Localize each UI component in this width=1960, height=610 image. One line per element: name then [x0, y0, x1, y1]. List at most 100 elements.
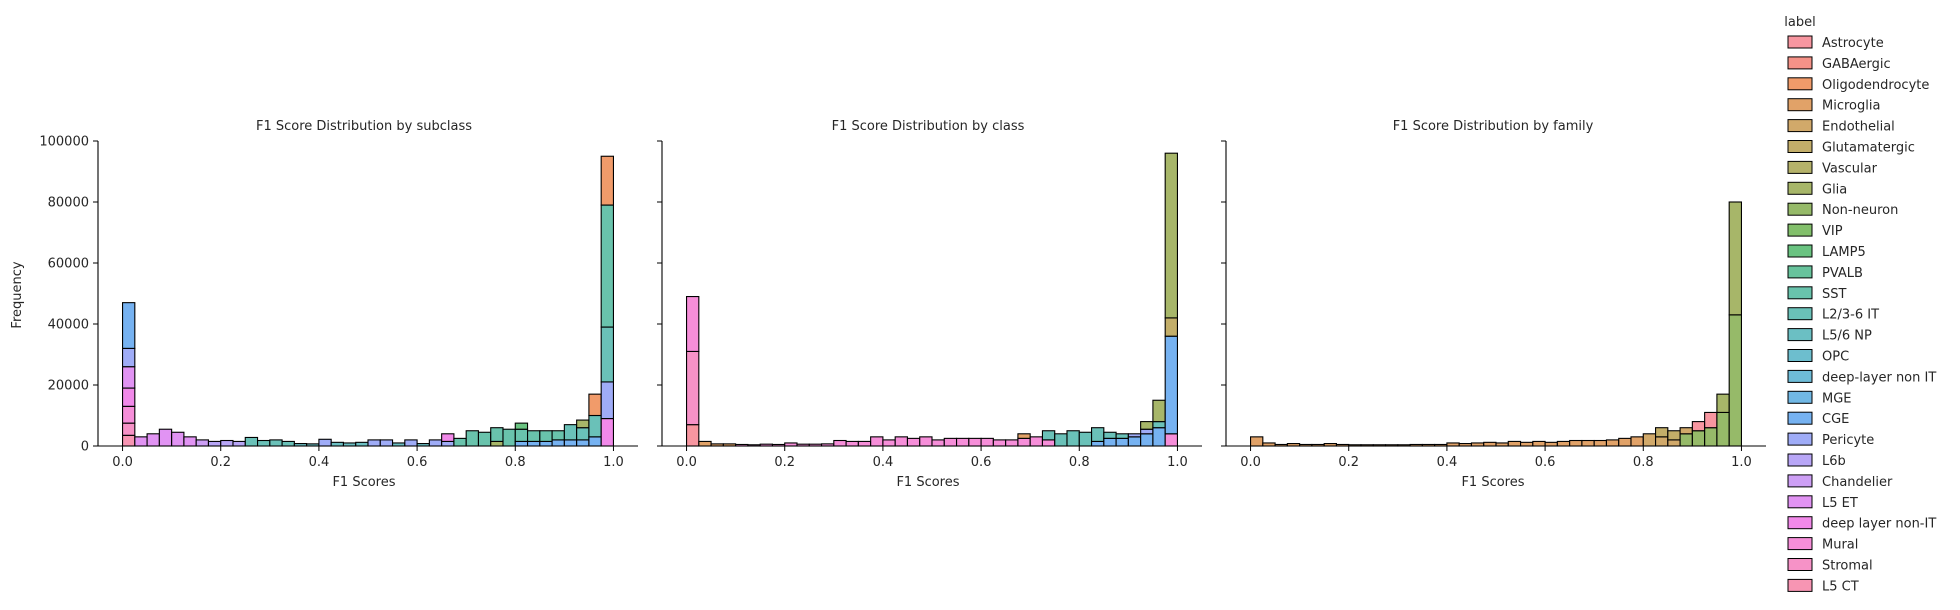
histogram-bar-0-25-0: [428, 439, 443, 447]
y-tick-label: 80000: [48, 196, 89, 211]
legend-label: deep-layer non IT: [1822, 370, 1936, 385]
legend-swatch: [1787, 265, 1813, 279]
histogram-bar-0-38-1: [588, 414, 602, 438]
x-tick-label: 0.0: [1240, 455, 1261, 470]
panel-title-subclass: F1 Score Distribution by subclass: [256, 119, 472, 134]
histogram-bar-1-34-0: [1103, 437, 1117, 447]
x-axis-label-subclass: F1 Scores: [332, 475, 395, 490]
bars-subclass: [122, 155, 614, 447]
legend-item: deep-layer non IT: [1787, 369, 1936, 385]
histogram-bar-0-8-0: [220, 439, 234, 447]
x-tick-label: 0.8: [1633, 455, 1654, 470]
x-tick-label: 0.6: [1535, 455, 1556, 470]
panel-class: F1 Score Distribution by class F1 Scores…: [657, 119, 1202, 490]
histogram-bar-1-14-0: [857, 440, 872, 447]
legend-item: Glia: [1787, 181, 1847, 197]
legend-swatch: [1787, 223, 1813, 237]
legend-label: L5/6 NP: [1822, 329, 1872, 344]
legend-swatch: [1787, 453, 1813, 467]
legend-item: L5 CT: [1787, 578, 1859, 594]
legend-label: L5 CT: [1822, 579, 1859, 594]
histogram-bar-0-39-3: [600, 204, 614, 328]
x-tick-label: 0.8: [1069, 455, 1090, 470]
legend-swatch: [1787, 495, 1813, 509]
histogram-bar-1-22-0: [955, 437, 970, 447]
legend-item: GABAergic: [1787, 56, 1891, 72]
histogram-bar-2-27-0: [1581, 439, 1595, 447]
histogram-bar-0-20-0: [367, 439, 381, 447]
histogram-bar-1-12-0: [833, 439, 847, 447]
x-tick-label: 0.2: [774, 455, 795, 470]
histogram-bar-0-39-0: [600, 417, 614, 447]
x-tick-label: 0.0: [112, 455, 133, 470]
histogram-bar-1-35-0: [1115, 437, 1129, 447]
legend-label: Astrocyte: [1822, 36, 1884, 51]
x-tick-label: 1.0: [603, 455, 624, 470]
panel-family: F1 Score Distribution by family F1 Score…: [1221, 119, 1766, 490]
histogram-bar-2-31-0: [1630, 436, 1644, 447]
histogram-bar-0-36-1: [563, 424, 578, 441]
x-tick-label: 0.2: [1338, 455, 1359, 470]
x-tick-label: 0.8: [505, 455, 526, 470]
histogram-bar-0-36-0: [563, 439, 578, 447]
histogram-bar-1-37-2: [1140, 421, 1154, 430]
histogram-bar-1-31-0: [1066, 430, 1080, 447]
histogram-bar-1-29-1: [1041, 430, 1056, 441]
histogram-bar-1-30-0: [1054, 433, 1068, 447]
histogram-bar-1-39-1: [1164, 335, 1179, 435]
legend-swatch: [1787, 390, 1813, 404]
legend-swatch: [1787, 35, 1813, 49]
legend-items: Astrocyte GABAergic Oligodendrocyte Microgl…: [1787, 35, 1936, 594]
legend-label: Stromal: [1822, 559, 1873, 574]
histogram-bar-2-39-1: [1728, 201, 1743, 316]
histogram-bar-2-36-1: [1691, 421, 1706, 432]
histogram-bar-1-19-0: [919, 436, 933, 447]
histogram-bar-1-37-0: [1140, 433, 1154, 447]
histogram-bar-1-27-0: [1017, 437, 1031, 447]
histogram-bar-1-21-0: [943, 437, 958, 447]
histogram-bar-0-30-0: [490, 440, 504, 447]
histogram-bar-0-0-4: [122, 366, 136, 389]
histogram-bar-2-33-1: [1655, 427, 1669, 438]
axes-family: 0.0 0.2 0.4 0.6 0.8 1.0: [1221, 140, 1766, 470]
histogram-bar-1-13-0: [845, 440, 859, 447]
legend-swatch: [1787, 56, 1813, 70]
histogram-bar-1-36-1: [1127, 433, 1142, 438]
legend-item: Astrocyte: [1787, 35, 1884, 51]
legend: label Astrocyte GABAergic Oligodendrocyte M…: [1784, 15, 1936, 594]
histogram-bar-0-23-0: [404, 439, 418, 447]
histogram-bar-1-34-1: [1103, 431, 1117, 439]
legend-swatch: [1787, 432, 1813, 446]
histogram-bar-1-37-1: [1140, 428, 1154, 435]
histogram-bar-2-23-0: [1532, 440, 1546, 447]
legend-item: Non-neuron: [1787, 202, 1898, 218]
histogram-bar-1-38-2: [1152, 399, 1166, 423]
legend-label: GABAergic: [1822, 57, 1891, 72]
histogram-bar-0-0-1: [122, 422, 136, 436]
histogram-bar-2-35-0: [1679, 433, 1693, 447]
histogram-bar-0-26-0: [441, 440, 455, 447]
legend-label: VIP: [1822, 224, 1843, 239]
histogram-bar-2-25-0: [1556, 440, 1571, 447]
histogram-bar-1-18-0: [906, 437, 921, 447]
histogram-bar-1-17-0: [894, 436, 908, 447]
histogram-bar-0-28-0: [465, 430, 479, 447]
legend-swatch: [1787, 307, 1813, 321]
histogram-bar-2-26-0: [1569, 439, 1583, 447]
x-tick-label: 0.4: [1437, 455, 1458, 470]
histogram-bar-1-29-0: [1041, 439, 1056, 447]
legend-label: OPC: [1822, 350, 1849, 365]
legend-label: Vascular: [1822, 161, 1878, 176]
histogram-bar-0-29-0: [477, 431, 492, 447]
legend-item: Oligodendrocyte: [1787, 77, 1929, 93]
histogram-bar-1-27-1: [1017, 433, 1031, 439]
legend-label: Microglia: [1822, 99, 1880, 114]
histogram-bar-0-39-4: [600, 155, 614, 206]
x-tick-label: 0.4: [309, 455, 330, 470]
histogram-bar-1-24-0: [980, 437, 994, 447]
histogram-bar-0-0-0: [122, 434, 136, 447]
x-axis-label-family: F1 Scores: [1461, 475, 1524, 490]
histogram-bar-0-12-0: [269, 439, 283, 447]
legend-label: Oligodendrocyte: [1822, 78, 1929, 93]
legend-item: Stromal: [1787, 558, 1873, 574]
